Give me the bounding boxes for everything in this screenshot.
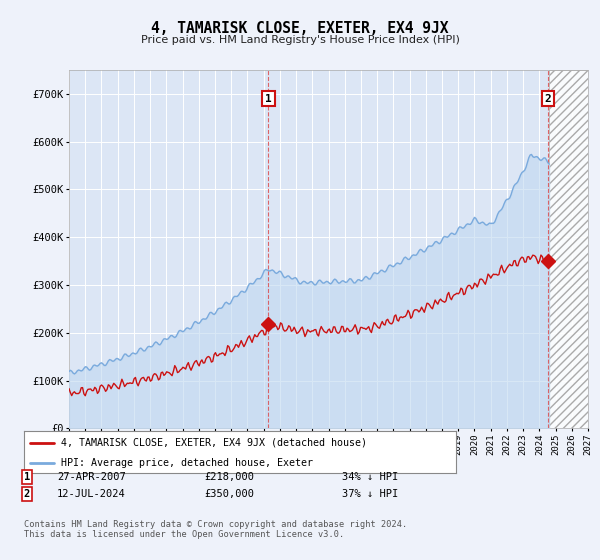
- Text: 2: 2: [545, 94, 551, 104]
- Text: 34% ↓ HPI: 34% ↓ HPI: [342, 472, 398, 482]
- Text: 1: 1: [24, 472, 30, 482]
- Text: 1: 1: [265, 94, 272, 104]
- Text: Contains HM Land Registry data © Crown copyright and database right 2024.
This d: Contains HM Land Registry data © Crown c…: [24, 520, 407, 539]
- Text: 27-APR-2007: 27-APR-2007: [57, 472, 126, 482]
- Text: £350,000: £350,000: [204, 489, 254, 499]
- Text: £218,000: £218,000: [204, 472, 254, 482]
- Text: 4, TAMARISK CLOSE, EXETER, EX4 9JX: 4, TAMARISK CLOSE, EXETER, EX4 9JX: [151, 21, 449, 36]
- Text: Price paid vs. HM Land Registry's House Price Index (HPI): Price paid vs. HM Land Registry's House …: [140, 35, 460, 45]
- Text: 2: 2: [24, 489, 30, 499]
- Bar: [549, 70, 588, 428]
- Bar: [549, 70, 588, 428]
- Text: 4, TAMARISK CLOSE, EXETER, EX4 9JX (detached house): 4, TAMARISK CLOSE, EXETER, EX4 9JX (deta…: [61, 438, 367, 448]
- Text: 12-JUL-2024: 12-JUL-2024: [57, 489, 126, 499]
- Text: HPI: Average price, detached house, Exeter: HPI: Average price, detached house, Exet…: [61, 458, 313, 468]
- Text: 37% ↓ HPI: 37% ↓ HPI: [342, 489, 398, 499]
